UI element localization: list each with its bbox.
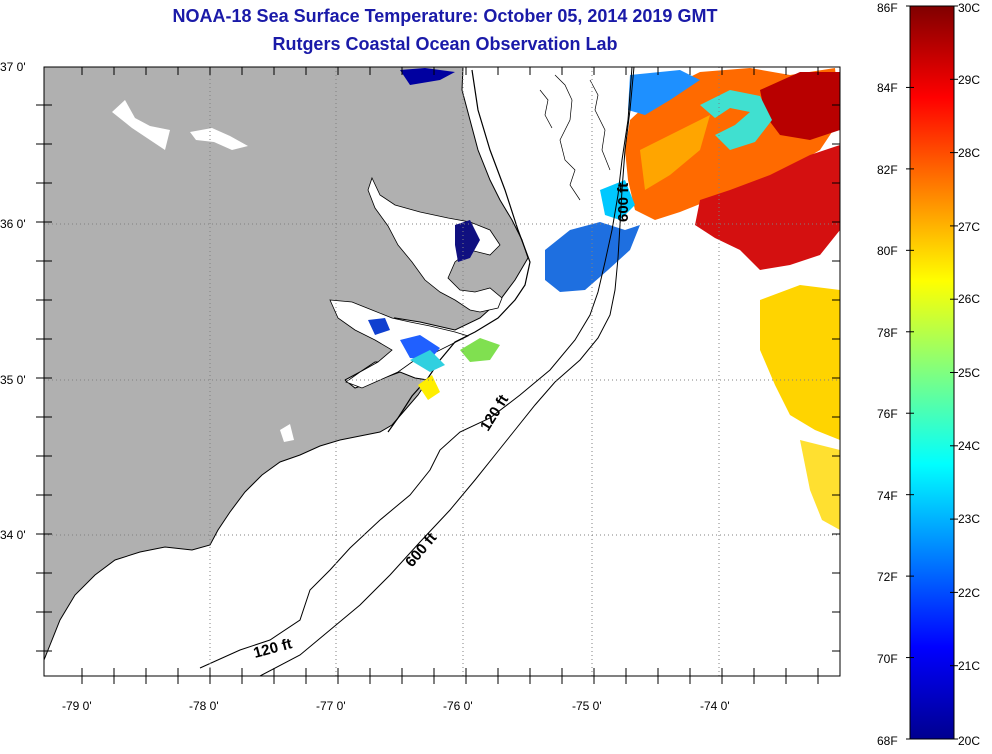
lat-label: 37 0' (0, 60, 26, 74)
colorbar-f-label: 70F (877, 652, 898, 666)
colorbar-c-label: 28C (958, 146, 980, 160)
colorbar-f-label: 84F (877, 81, 898, 95)
colorbar-f-label: 74F (877, 489, 898, 503)
inland-lake (190, 128, 248, 150)
lon-label: -75 0' (572, 699, 602, 713)
colorbar-c-label: 27C (958, 220, 980, 234)
colorbar-c-label: 23C (958, 512, 980, 526)
map-frame (43, 66, 841, 677)
lon-label: -79 0' (62, 699, 92, 713)
graticule (44, 67, 840, 676)
lat-label: 35 0' (0, 373, 26, 387)
colorbar-f-label: 72F (877, 570, 898, 584)
colorbar-c-label: 25C (958, 366, 980, 380)
colorbar-c-label: 21C (958, 659, 980, 673)
colorbar (909, 5, 955, 740)
colorbar-c-label: 24C (958, 439, 980, 453)
contour-label: 600 ft (615, 183, 632, 222)
map-title: NOAA-18 Sea Surface Temperature: October… (172, 6, 718, 26)
colorbar-c-label: 29C (958, 73, 980, 87)
sst-data (368, 68, 840, 530)
colorbar-f-label: 82F (877, 163, 898, 177)
map-subtitle: Rutgers Coastal Ocean Observation Lab (272, 34, 618, 54)
lat-label: 36 0' (0, 217, 26, 231)
coastal-detail (539, 74, 611, 201)
inland-lake (280, 424, 294, 442)
lon-label: -77 0' (316, 699, 346, 713)
colorbar-f-label: 78F (877, 326, 898, 340)
lon-label: -74 0' (700, 699, 730, 713)
lon-label: -78 0' (189, 699, 219, 713)
colorbar-f-label: 68F (877, 734, 898, 748)
colorbar-f-label: 86F (877, 1, 898, 15)
inland-lake (112, 100, 170, 150)
colorbar-c-label: 30C (958, 1, 980, 15)
axis-ticks (36, 67, 840, 684)
contour-600ft-line (259, 67, 635, 676)
pamlico-sound (329, 299, 470, 389)
colorbar-f-label: 76F (877, 407, 898, 421)
albemarle-sound (367, 176, 503, 313)
lat-label: 34 0' (0, 528, 26, 542)
colorbar-f-label: 80F (877, 244, 898, 258)
lon-label: -76 0' (443, 699, 473, 713)
colorbar-ticks (906, 5, 958, 740)
colorbar-c-label: 20C (958, 734, 980, 748)
colorbar-c-label: 26C (958, 292, 980, 306)
colorbar-c-label: 22C (958, 586, 980, 600)
